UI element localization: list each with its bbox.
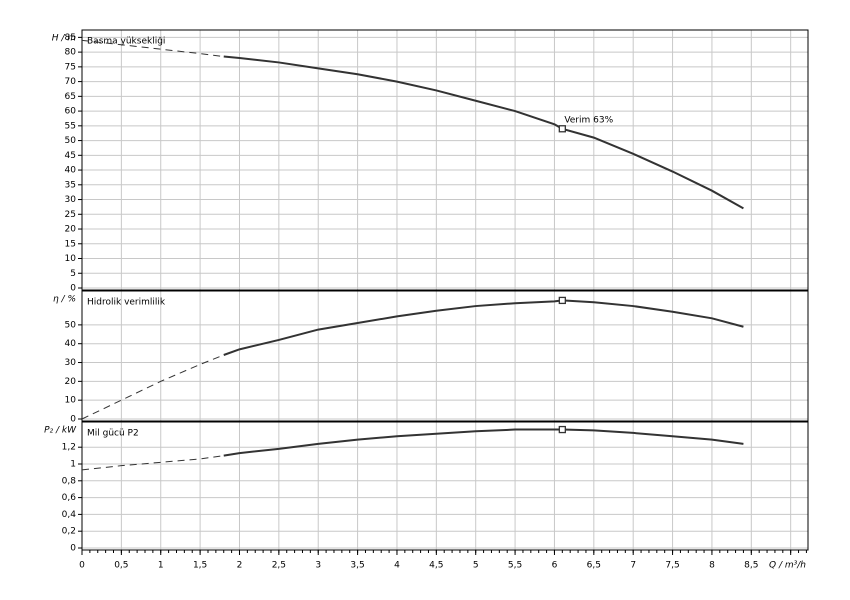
x-tick-label: 2 xyxy=(237,561,243,571)
panel-title: Mil gücü P2 xyxy=(87,429,139,439)
panel-title: Hidrolik verimlilik xyxy=(87,298,166,308)
y-tick-label: 75 xyxy=(65,62,76,72)
x-tick-label: 3,5 xyxy=(350,561,364,571)
extrapolated-curve xyxy=(81,354,224,420)
x-tick-label: 7,5 xyxy=(665,561,679,571)
y-tick-label: 40 xyxy=(65,166,77,176)
y-tick-label: 35 xyxy=(65,180,76,190)
y-tick-label: 5 xyxy=(70,269,76,279)
y-tick-label: 50 xyxy=(65,320,77,330)
x-tick-label: 5 xyxy=(473,561,479,571)
y-tick-label: 20 xyxy=(65,225,77,235)
x-tick-label: 0,5 xyxy=(114,561,128,571)
duty-point-marker xyxy=(558,125,566,133)
y-tick-label: 20 xyxy=(65,377,77,387)
y-tick-label: 0 xyxy=(70,415,76,425)
x-tick-label: 4,5 xyxy=(429,561,443,571)
x-tick-label: 1 xyxy=(158,561,164,571)
x-tick-label: 2,5 xyxy=(272,561,286,571)
annotation: Verim 63% xyxy=(564,115,613,125)
x-tick-label: 5,5 xyxy=(508,561,522,571)
y-tick-label: 55 xyxy=(65,121,76,131)
curve xyxy=(223,299,744,356)
y-tick-label: 1,2 xyxy=(62,443,76,453)
plot-frame xyxy=(81,421,809,551)
y-axis-label: H / m xyxy=(52,34,77,44)
y-tick-label: 10 xyxy=(65,396,77,406)
y-tick-label: 0,4 xyxy=(62,510,77,520)
x-tick-label: 3 xyxy=(315,561,321,571)
y-tick-label: 0 xyxy=(70,544,76,554)
x-tick-label: 6 xyxy=(552,561,558,571)
y-tick-label: 50 xyxy=(65,136,77,146)
x-tick-label: 8 xyxy=(709,561,715,571)
x-tick-label: 7 xyxy=(630,561,636,571)
y-tick-label: 40 xyxy=(65,339,77,349)
y-tick-label: 15 xyxy=(65,239,76,249)
y-tick-label: 70 xyxy=(65,77,77,87)
x-tick-label: 1,5 xyxy=(193,561,207,571)
y-tick-label: 0,8 xyxy=(62,476,77,486)
extrapolated-curve xyxy=(81,455,224,471)
extrapolated-curve xyxy=(81,39,224,58)
y-tick-label: 0,6 xyxy=(62,493,77,503)
x-tick-label: 4 xyxy=(394,561,400,571)
curve xyxy=(223,55,744,210)
plot-frame xyxy=(81,29,809,291)
duty-point-marker xyxy=(558,296,566,305)
y-tick-label: 60 xyxy=(65,107,77,117)
panel-title: Basma yüksekliği xyxy=(87,37,165,47)
y-tick-label: 80 xyxy=(65,48,77,58)
y-axis-label: P₂ / kW xyxy=(44,426,77,436)
y-tick-label: 85 xyxy=(65,33,76,43)
plot-frame xyxy=(81,290,809,422)
curve xyxy=(223,428,744,457)
y-tick-label: 45 xyxy=(65,151,76,161)
duty-point-marker xyxy=(558,425,566,434)
y-tick-label: 30 xyxy=(65,195,77,205)
y-tick-label: 0 xyxy=(70,284,76,294)
y-tick-label: 30 xyxy=(65,358,77,368)
y-tick-label: 25 xyxy=(65,210,76,220)
x-tick-label: 0 xyxy=(79,561,85,571)
x-tick-label: 6,5 xyxy=(587,561,601,571)
y-tick-label: 65 xyxy=(65,92,76,102)
y-tick-label: 1 xyxy=(70,460,76,470)
y-axis-label: η / % xyxy=(53,295,76,305)
x-axis-label: Q / m³/h xyxy=(769,561,806,571)
x-tick-label: 8,5 xyxy=(744,561,758,571)
y-tick-label: 10 xyxy=(65,254,77,264)
y-tick-label: 0,2 xyxy=(62,527,76,537)
